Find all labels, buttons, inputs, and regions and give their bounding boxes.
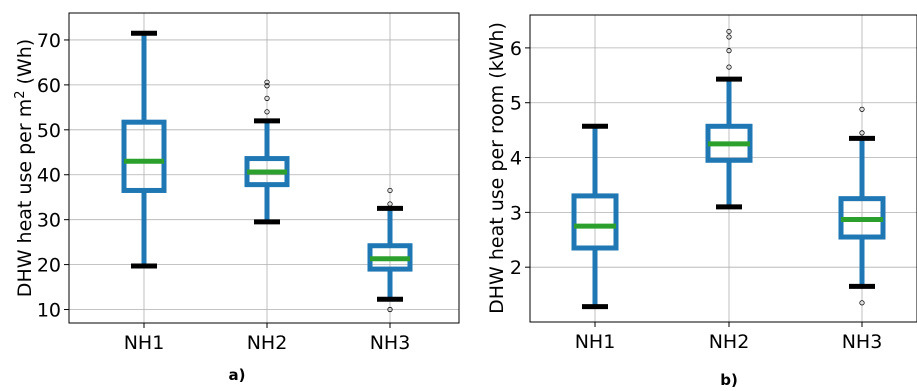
outlier-point: [264, 83, 270, 89]
x-tick-label: NH2: [709, 331, 750, 353]
outlier-point: [726, 34, 732, 40]
outlier-point: [264, 95, 270, 101]
panel-label: a): [229, 366, 246, 384]
x-tick-label: NH1: [124, 332, 165, 354]
y-tick-label: 10: [37, 300, 61, 322]
x-tick-label: NH3: [370, 332, 411, 354]
box-NH1: [121, 119, 167, 193]
y-tick-label: 5: [510, 93, 522, 115]
y-tick-label: 2: [510, 257, 522, 279]
plot-frame: [68, 12, 460, 324]
y-axis-label: DHW heat use per room (kWh): [486, 22, 508, 314]
outlier-point: [726, 28, 732, 35]
plot-frame: [529, 14, 917, 323]
chart-panel-b: 2 3 4 5 6 NH1 NH2 NH3 DHW heat use per room (kWh…: [486, 14, 917, 389]
y-tick-label: 6: [510, 38, 522, 60]
outlier-point: [387, 187, 393, 194]
x-tick-label: NH1: [575, 331, 616, 353]
outlier-point: [264, 109, 270, 115]
y-tick-label: 60: [37, 75, 61, 97]
outlier-point: [264, 79, 270, 85]
outlier-point: [859, 300, 865, 306]
x-tick-label: NH2: [247, 332, 288, 354]
y-tick-label: 30: [37, 210, 61, 232]
box-NH1: [571, 193, 619, 251]
outlier-point: [726, 64, 732, 70]
outlier-point: [387, 306, 393, 313]
y-tick-label: 4: [510, 148, 522, 170]
y-axis-label: DHW heat use per m2 (Wh): [13, 39, 37, 297]
outlier-point: [859, 106, 865, 112]
y-tick-label: 40: [37, 165, 61, 187]
y-tick-label: 50: [37, 120, 61, 142]
outlier-point: [726, 48, 732, 54]
y-tick-label: 70: [37, 30, 61, 52]
outlier-point: [387, 201, 393, 207]
panel-label: b): [720, 371, 738, 389]
y-tick-label: 3: [510, 202, 522, 224]
outlier-point: [859, 130, 865, 136]
y-tick-label: 20: [37, 255, 61, 277]
x-tick-label: NH3: [842, 331, 883, 353]
chart-panel-a: 10 20 30 40 50 60 70 NH1 NH2 NH3 DHW heat use per …: [13, 12, 460, 384]
